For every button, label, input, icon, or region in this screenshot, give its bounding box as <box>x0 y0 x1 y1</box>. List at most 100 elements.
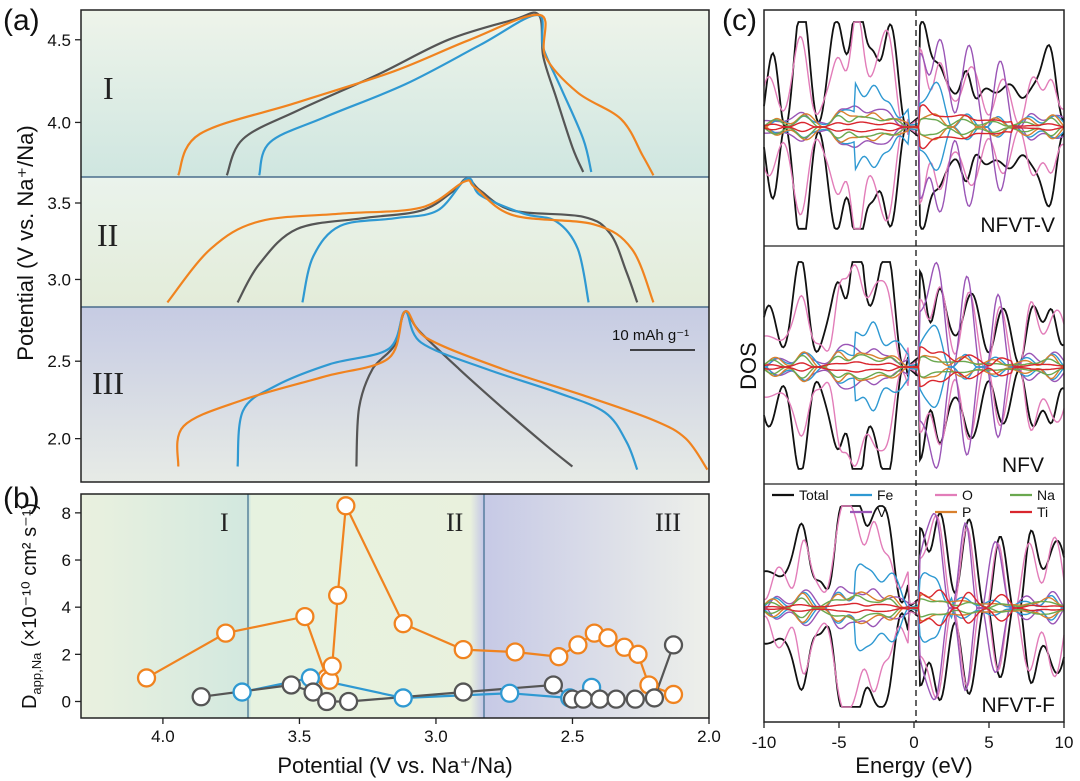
b-ylabel-sub: app,Na <box>29 652 44 695</box>
panel-label-a: (a) <box>3 4 40 37</box>
b-point-gray <box>281 675 301 695</box>
legend-label-na: Na <box>1037 487 1055 503</box>
b-xtick-label: 2.0 <box>697 727 721 746</box>
panel-a-frame <box>80 9 710 483</box>
subpanel-label-NFVT-F: NFVT-F <box>982 694 1056 717</box>
region-label-III: III <box>92 365 124 401</box>
c-y-axis-label: DOS <box>736 342 761 390</box>
a-ytick-label: 4.5 <box>47 31 71 50</box>
b-point-gray <box>338 691 359 712</box>
b-point-blue <box>232 682 252 702</box>
b-ylabel-main: D <box>19 695 41 709</box>
scale-bar-label: 10 mAh g⁻¹ <box>612 327 689 344</box>
b-point-gray <box>590 689 610 709</box>
a-curve-II-orange <box>166 179 655 304</box>
a-curve-I-blue <box>258 13 593 176</box>
b-point-orange <box>322 656 342 676</box>
dos-curve-black-up <box>763 21 1065 129</box>
b-point-gray <box>663 635 684 655</box>
a-ytick-label: 3.5 <box>47 194 71 213</box>
b-region-label-I: I <box>220 508 229 537</box>
b-point-orange <box>453 639 473 660</box>
dos-curve-pink-down <box>764 607 1065 708</box>
dos-curve-black-down <box>763 125 1065 230</box>
b-point-gray <box>644 688 665 708</box>
b-x-axis-label: Potential (V vs. Na⁺/Na) <box>277 753 512 778</box>
region-label-II: II <box>97 217 118 253</box>
subpanel-label-NFV: NFV <box>1002 454 1044 477</box>
legend-label-total: Total <box>799 487 829 503</box>
b-xtick-label: 4.0 <box>151 727 175 746</box>
region-label-I: I <box>103 70 114 106</box>
b-point-gray <box>625 689 645 709</box>
b-point-orange <box>393 614 413 634</box>
b-point-gray <box>573 689 594 709</box>
b-point-gray <box>606 689 626 709</box>
b-point-orange <box>328 585 348 606</box>
b-ytick-label: 2 <box>62 645 71 664</box>
c-x-axis-label: Energy (eV) <box>855 753 972 778</box>
dos-curve-pink-down <box>763 126 1065 230</box>
b-point-gray <box>317 691 337 712</box>
b-ytick-label: 6 <box>62 551 71 570</box>
legend-label-fe: Fe <box>877 487 894 503</box>
legend-label-o: O <box>962 487 973 503</box>
a-curve-I-gray <box>225 11 585 176</box>
a-curve-III-orange <box>176 310 709 471</box>
c-xtick-label: -10 <box>752 733 777 752</box>
c-xtick-label: 0 <box>909 733 918 752</box>
b-xtick-label: 3.5 <box>288 727 312 746</box>
subpanel-label-NFVT-V: NFVT-V <box>980 214 1055 237</box>
region-II-bg <box>81 177 709 307</box>
b-region-label-III: III <box>655 508 681 537</box>
a-ytick-label: 2.5 <box>47 352 71 371</box>
a-ytick-label: 4.0 <box>47 113 71 132</box>
b-point-orange <box>628 644 648 664</box>
b-ytick-label: 8 <box>62 504 71 523</box>
dos-curve-pink-up <box>764 505 1065 609</box>
c-xtick-label: 10 <box>1055 733 1074 752</box>
dos-curve-red-down <box>764 607 1065 627</box>
c-xtick-label: -5 <box>831 733 846 752</box>
a-curve-III-blue <box>236 310 639 471</box>
b-xtick-label: 2.5 <box>561 727 585 746</box>
b-ylabel-rest: (×10⁻¹⁰ cm² s⁻¹) <box>19 503 41 653</box>
b-ytick-label: 4 <box>62 598 71 617</box>
b-point-gray <box>453 682 473 702</box>
b-point-orange <box>295 606 315 627</box>
b-point-orange <box>663 684 684 705</box>
b-point-orange <box>336 496 356 516</box>
b-point-gray <box>303 682 323 702</box>
a-curve-II-blue <box>301 177 590 303</box>
legend-label-v: V <box>877 504 887 520</box>
panel-b: 4.0 3.5 3.0 2.5 2.0 0 2 4 6 8 I II III Potential … <box>19 493 721 778</box>
b-xtick-label: 3.0 <box>424 727 448 746</box>
a-ytick-label: 3.0 <box>47 270 71 289</box>
dos-curve-black-up <box>763 261 1065 368</box>
c-xtick-label: 5 <box>984 733 993 752</box>
b-point-blue <box>393 688 413 708</box>
dos-curve-black-down <box>763 366 1065 470</box>
panel-b-frame <box>80 493 710 719</box>
b-point-blue <box>500 683 520 703</box>
dos-curve-blue-down <box>764 126 1065 172</box>
a-curve-I-orange <box>177 13 655 176</box>
panel-a: 4.5 4.0 3.5 3.0 2.5 2.0 Potential (V vs. Na⁺/… <box>13 9 710 483</box>
b-point-gray <box>543 675 564 695</box>
dos-curve-red-down <box>763 366 1065 388</box>
b-ytick-label: 0 <box>62 692 71 711</box>
b-point-orange <box>568 635 588 655</box>
a-y-axis-label: Potential (V vs. Na⁺/Na) <box>13 125 38 360</box>
b-region-label-II: II <box>446 508 463 537</box>
b-y-axis-label: Dapp,Na (×10⁻¹⁰ cm² s⁻¹) <box>19 503 44 709</box>
dos-curve-pink-up <box>763 21 1065 128</box>
b-point-orange <box>136 668 157 688</box>
panel-label-b: (b) <box>3 482 40 515</box>
b-point-gray <box>191 687 211 707</box>
panel-label-c: (c) <box>722 4 757 37</box>
b-point-orange <box>505 642 525 662</box>
legend-label-p: P <box>962 504 971 520</box>
b-point-orange <box>549 647 569 667</box>
